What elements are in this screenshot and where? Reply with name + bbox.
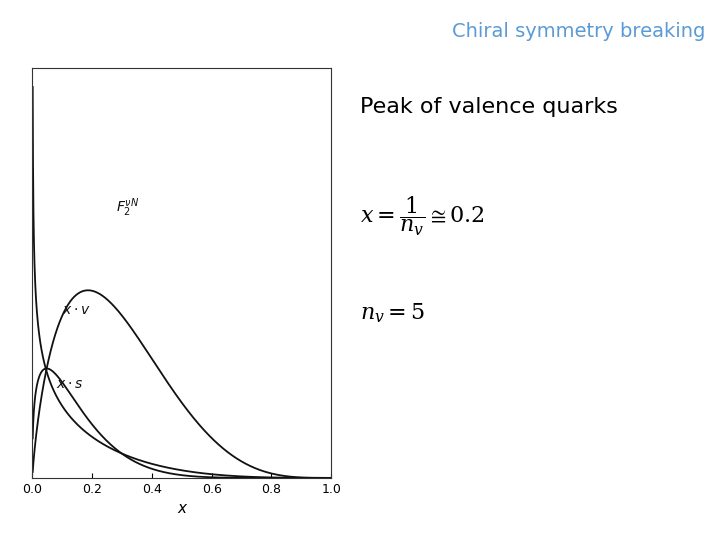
- Text: Peak of valence quarks: Peak of valence quarks: [360, 97, 618, 117]
- Text: $x = \dfrac{1}{n_v} \cong 0.2$: $x = \dfrac{1}{n_v} \cong 0.2$: [360, 194, 485, 238]
- Text: $x \cdot v$: $x \cdot v$: [63, 303, 91, 317]
- Text: $n_v = 5$: $n_v = 5$: [360, 301, 426, 325]
- X-axis label: x: x: [177, 501, 186, 516]
- Text: $F_2^{\nu N}$: $F_2^{\nu N}$: [116, 197, 140, 219]
- Text: Chiral symmetry breaking: Chiral symmetry breaking: [452, 22, 706, 40]
- Text: $x \cdot s$: $x \cdot s$: [56, 377, 84, 391]
